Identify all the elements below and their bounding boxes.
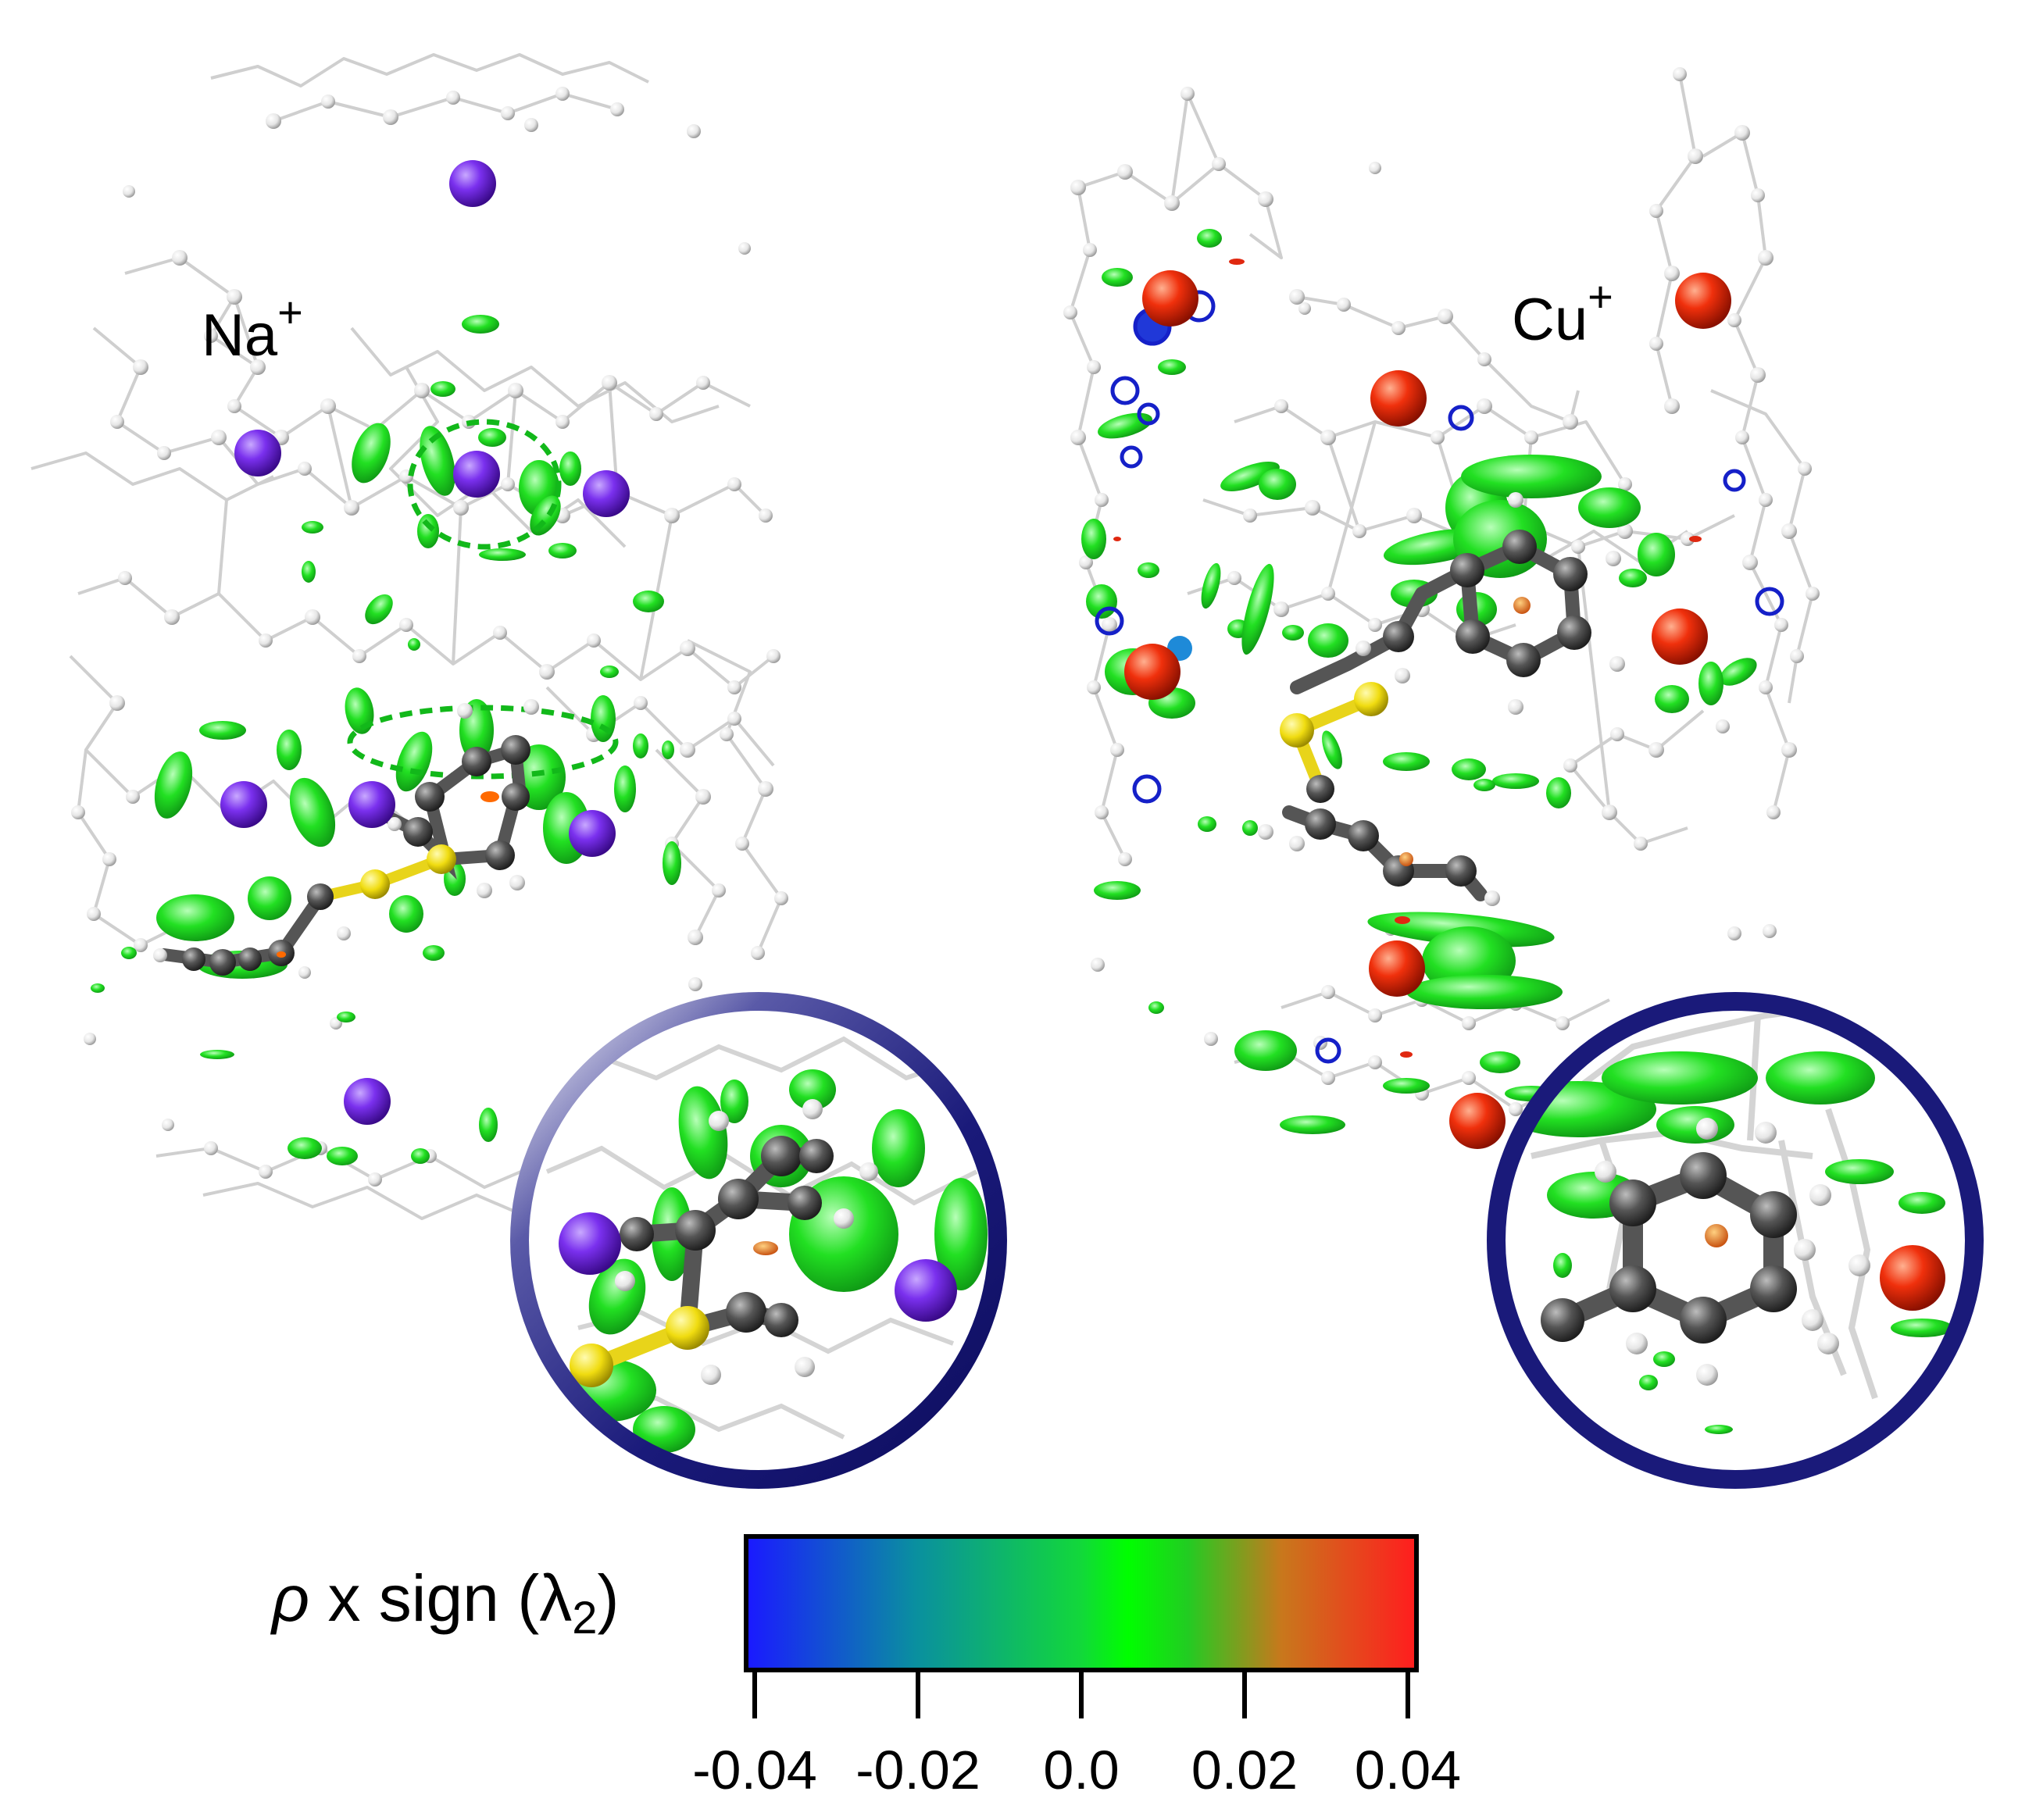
colorbar-tick-label: -0.04 — [692, 1740, 817, 1800]
na-framework-atoms — [71, 87, 788, 1187]
cu-ions — [1124, 270, 1731, 1149]
na-guest-molecule — [153, 699, 539, 979]
colorbar-ticks: -0.04 -0.02 0.0 0.02 0.04 — [692, 1670, 1461, 1800]
na-panel: Na+ — [30, 53, 788, 1220]
na-nci-rings — [347, 419, 619, 780]
cu-zoom-inset — [1487, 992, 1984, 1489]
na-ion — [234, 430, 281, 476]
colorbar-tick-label: 0.04 — [1355, 1740, 1461, 1800]
colorbar-tick-label: 0.02 — [1191, 1740, 1298, 1800]
na-ion — [348, 781, 395, 828]
cu-ion — [1675, 273, 1731, 329]
na-ion — [569, 810, 616, 857]
cu-framework-atoms — [1063, 67, 1820, 1116]
cu-guest-molecule — [1258, 492, 1625, 906]
na-ion — [449, 160, 496, 207]
na-ion — [344, 1078, 391, 1125]
cu-ion — [1369, 940, 1425, 997]
cu-nci-red-spots — [1113, 259, 1702, 1058]
colorbar-title: ρ x sign (λ2) — [270, 1561, 619, 1643]
cu-inset-ring — [1487, 992, 1984, 1489]
colorbar-gradient — [748, 1539, 1414, 1668]
cu-nci-isosurfaces — [1081, 229, 1757, 1134]
colorbar-tick-label: -0.02 — [855, 1740, 980, 1800]
cu-ion — [1124, 644, 1181, 700]
na-ions — [220, 160, 630, 1125]
na-ion — [583, 470, 630, 517]
na-zoom-inset — [510, 992, 1007, 1489]
na-ion — [453, 451, 500, 498]
cu-panel: Cu+ — [1063, 67, 1820, 1149]
colorbar-tick-label: 0.0 — [1043, 1740, 1119, 1800]
colorbar: ρ x sign (λ2) -0.04 -0.02 0.0 0.02 0.04 — [270, 1534, 1461, 1800]
cu-ion-label: Cu+ — [1512, 272, 1613, 353]
na-nci-isosurfaces — [91, 315, 681, 1165]
cu-ion — [1652, 608, 1708, 665]
cu-ion — [1142, 270, 1198, 327]
cu-ion — [1370, 370, 1427, 426]
na-inset-ring — [510, 992, 1007, 1489]
na-ion-label: Na+ — [202, 287, 303, 369]
na-ion — [220, 781, 267, 828]
cu-ion — [1449, 1093, 1506, 1149]
